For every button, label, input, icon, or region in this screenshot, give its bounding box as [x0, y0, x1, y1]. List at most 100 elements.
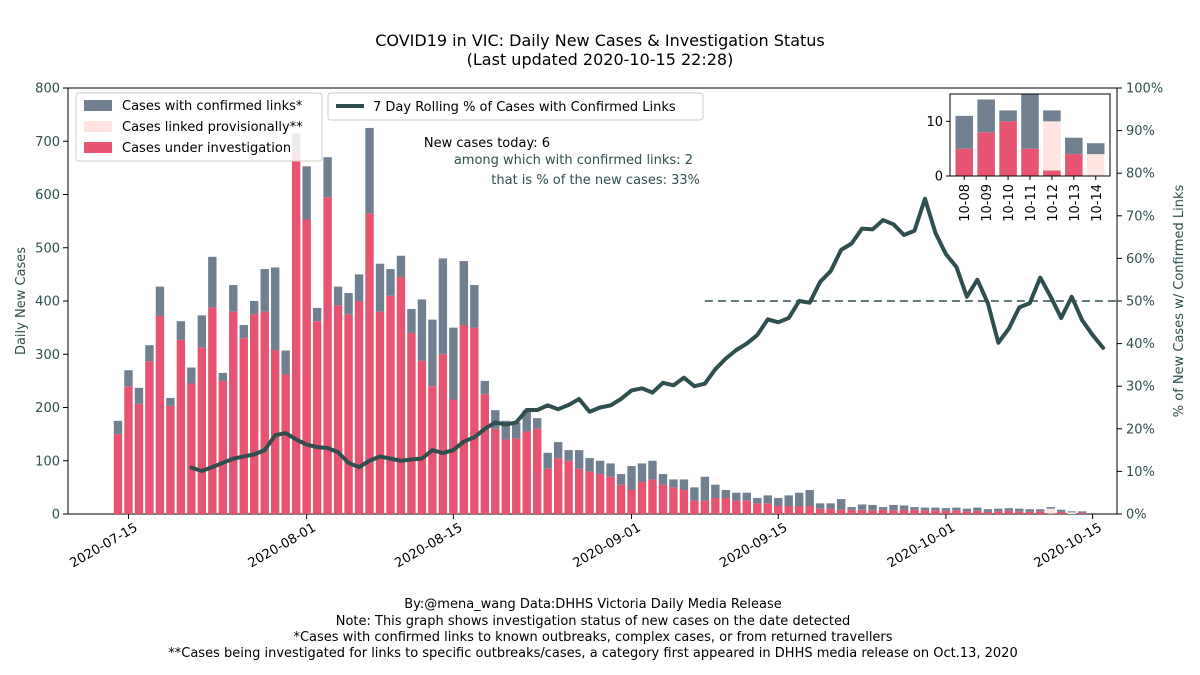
- y-tick-label: 0: [52, 508, 60, 523]
- y-tick-label: 700: [35, 135, 60, 150]
- bar-investigation: [899, 509, 909, 514]
- bar-investigation: [501, 439, 510, 514]
- bar-investigation: [386, 295, 395, 514]
- inset-bar-investigation: [977, 132, 995, 176]
- bar-confirmed: [742, 492, 751, 501]
- bar-investigation: [606, 476, 615, 514]
- bar-investigation: [1057, 511, 1066, 514]
- inset-bar-investigation: [955, 148, 974, 176]
- bar-investigation: [637, 482, 647, 514]
- y2-tick-label: 80%: [1126, 167, 1155, 182]
- bar-confirmed: [910, 507, 919, 510]
- bar-investigation: [669, 487, 678, 515]
- bar-confirmed: [595, 460, 605, 475]
- bar-investigation: [344, 314, 353, 514]
- bar-confirmed: [1077, 511, 1087, 513]
- bar-investigation: [323, 197, 332, 514]
- bar-confirmed: [983, 509, 993, 512]
- x-tick-label: 2020-09-01: [571, 520, 644, 571]
- inset-bars-layer: [955, 94, 1105, 176]
- legend-line-box: [327, 92, 704, 121]
- rolling-pct-line: [189, 196, 1106, 473]
- y2-tick-label: 60%: [1126, 252, 1155, 267]
- bar-investigation: [711, 498, 720, 514]
- legend-label-provisional: Cases linked provisionally**: [122, 120, 303, 135]
- bar-investigation: [1036, 511, 1045, 514]
- bar-confirmed: [711, 484, 720, 499]
- bar-investigation: [774, 506, 783, 514]
- bar-investigation: [585, 471, 594, 514]
- bar-investigation: [1004, 510, 1013, 514]
- bar-investigation: [700, 500, 710, 514]
- bar-confirmed: [627, 466, 636, 491]
- bar-confirmed: [250, 301, 259, 315]
- bar-confirmed: [344, 293, 353, 315]
- bar-confirmed: [679, 479, 689, 491]
- bar-confirmed: [669, 479, 678, 488]
- x-tick-label: 2020-08-01: [246, 520, 319, 571]
- inset-bar-confirmed: [977, 99, 995, 133]
- bar-investigation: [826, 508, 835, 514]
- bar-investigation: [815, 508, 825, 514]
- bar-confirmed: [176, 321, 186, 340]
- bar-investigation: [302, 219, 311, 514]
- legend-swatch-investigation: [84, 142, 112, 153]
- bar-confirmed: [501, 420, 510, 440]
- bar-confirmed: [931, 507, 940, 511]
- inset-bar-investigation: [1065, 154, 1083, 176]
- bar-confirmed: [1067, 511, 1076, 513]
- bar-confirmed: [323, 157, 332, 198]
- bar-investigation: [113, 434, 123, 515]
- bar-investigation: [365, 213, 374, 514]
- y2-tick-label: 90%: [1126, 124, 1155, 139]
- bar-confirmed: [124, 370, 133, 387]
- bar-confirmed: [826, 503, 835, 509]
- bar-confirmed: [375, 263, 385, 312]
- bar-investigation: [973, 510, 982, 514]
- bar-investigation: [250, 314, 259, 514]
- bar-investigation: [407, 332, 416, 514]
- bar-investigation: [166, 405, 175, 514]
- y2-axis-label: % of New Cases w/ Confirmed Links: [1172, 185, 1187, 418]
- bar-investigation: [595, 474, 605, 514]
- bar-investigation: [648, 479, 657, 514]
- bar-investigation: [878, 509, 888, 514]
- bars-layer: [113, 127, 1087, 515]
- bar-investigation: [753, 503, 762, 514]
- bar-investigation: [732, 500, 741, 514]
- bar-investigation: [910, 509, 919, 514]
- legend-line: 7 Day Rolling % of Cases with Confirmed …: [327, 92, 704, 121]
- bar-investigation: [983, 511, 993, 514]
- bar-investigation: [564, 460, 573, 514]
- x-tick-label: 2020-10-01: [885, 520, 958, 571]
- bar-investigation: [354, 301, 364, 514]
- bar-confirmed: [522, 410, 531, 432]
- inset-y-tick-label: 0: [935, 170, 943, 185]
- y-tick-label: 300: [35, 348, 60, 363]
- bar-confirmed: [271, 267, 280, 350]
- inset-bar-provisional: [1043, 121, 1061, 171]
- bar-provisional: [1067, 512, 1076, 514]
- annotation-new-cases: New cases today: 6: [424, 136, 550, 151]
- bar-investigation: [574, 468, 584, 514]
- inset-bar-provisional: [1086, 154, 1105, 176]
- y2-tick-label: 30%: [1126, 380, 1155, 395]
- bar-investigation: [417, 360, 427, 514]
- bar-investigation: [1077, 512, 1087, 514]
- bar-investigation: [763, 503, 772, 514]
- bar-investigation: [805, 506, 814, 514]
- bar-investigation: [931, 510, 940, 514]
- credit-line-1: By:@mena_wang Data:DHHS Victoria Daily M…: [404, 597, 781, 612]
- inset-axes: 10-08 10-09 10-10 10-11 10-12 10-13 10-14 0 10: [926, 115, 1104, 222]
- bar-confirmed: [962, 508, 972, 512]
- bar-investigation: [627, 490, 636, 514]
- y-tick-label: 600: [35, 188, 60, 203]
- y2-tick-label: 50%: [1126, 295, 1155, 310]
- inset-bar-confirmed: [1086, 143, 1105, 155]
- bar-confirmed: [333, 286, 343, 306]
- bar-investigation: [281, 374, 290, 514]
- bar-investigation: [847, 509, 856, 514]
- bar-investigation: [920, 510, 930, 514]
- x-tick-label: 2020-07-15: [68, 520, 141, 571]
